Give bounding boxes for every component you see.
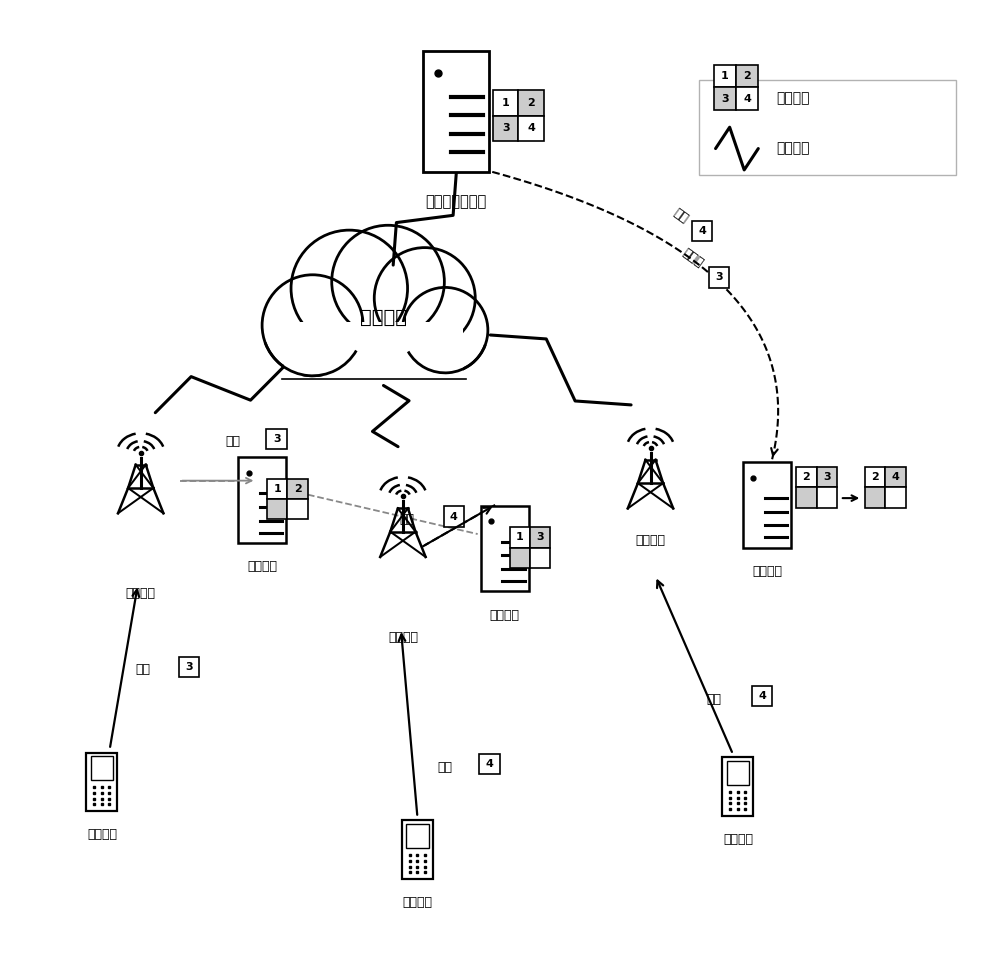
Bar [530,527,550,548]
Bar [402,820,433,879]
Text: 3: 3 [536,532,544,543]
Text: 并替换: 并替换 [680,246,705,270]
Text: 1: 1 [502,98,510,108]
Bar [284,322,463,376]
Text: 3: 3 [721,93,729,104]
Text: 2: 2 [527,98,535,108]
Bar [481,506,529,591]
Bar [796,467,817,487]
Text: 远端内容服务器: 远端内容服务器 [426,194,487,209]
Text: 边缘基站: 边缘基站 [126,587,156,600]
Bar [423,50,489,173]
Text: 边缘基站: 边缘基站 [636,534,666,547]
Bar [493,116,518,141]
Circle shape [332,225,444,338]
Bar [287,479,308,499]
Text: 请求: 请求 [135,663,150,677]
Text: 1: 1 [721,71,729,82]
Text: 3: 3 [273,434,280,444]
Bar [865,487,885,508]
Bar [709,267,729,287]
Text: 4: 4 [758,691,766,701]
Bar [752,686,772,707]
Text: 4: 4 [698,226,706,236]
Bar [736,87,758,110]
Text: 4: 4 [743,93,751,104]
Circle shape [291,230,408,347]
Text: 3: 3 [502,123,510,133]
Text: 1: 1 [273,484,281,494]
Bar [699,80,956,175]
Bar [518,116,544,141]
Text: 通信链路: 通信链路 [777,142,810,155]
Bar [692,220,712,241]
Bar [714,65,736,87]
Bar [493,90,518,116]
Text: 请求: 请求 [706,692,721,706]
Bar [518,90,544,116]
Bar [179,657,199,678]
Text: 边缘缓存: 边缘缓存 [247,560,277,573]
Text: 下载: 下载 [671,207,691,226]
Bar [817,467,837,487]
Text: 请求: 请求 [437,760,452,774]
Text: 内容文件: 内容文件 [777,91,810,105]
Text: 下载: 下载 [400,513,415,526]
Bar [86,753,117,811]
Text: 4: 4 [527,123,535,133]
Bar [91,756,113,781]
Bar [885,487,906,508]
Bar [444,507,464,526]
Bar [287,499,308,519]
Text: 用户设备: 用户设备 [87,828,117,841]
Text: 边缘缓存: 边缘缓存 [490,609,520,621]
Text: 2: 2 [802,472,810,483]
Text: 边缘缓存: 边缘缓存 [752,565,782,578]
Text: 边缘基站: 边缘基站 [388,631,418,644]
Bar [267,499,287,519]
Bar [266,428,287,449]
Text: 2: 2 [743,71,751,82]
Bar [479,753,500,775]
Circle shape [374,248,475,349]
Bar [736,65,758,87]
Text: 4: 4 [450,512,458,521]
Bar [722,757,753,816]
Text: 4: 4 [485,759,493,769]
Bar [282,320,466,379]
Text: 4: 4 [892,472,900,483]
Text: 用户设备: 用户设备 [723,833,753,846]
Bar [885,467,906,487]
Text: 用户设备: 用户设备 [402,896,432,909]
Bar [510,527,530,548]
Bar [817,487,837,508]
Bar [714,87,736,110]
Text: 2: 2 [871,472,879,483]
Bar [530,548,550,568]
Text: 3: 3 [715,273,723,283]
Text: 核心网络: 核心网络 [360,308,407,327]
Bar [727,761,749,786]
Text: 3: 3 [823,472,831,483]
Bar [865,467,885,487]
Bar [796,487,817,508]
Text: 3: 3 [185,662,193,672]
Circle shape [262,275,363,376]
Text: 中继: 中继 [225,435,240,449]
Bar [238,457,286,543]
Bar [267,479,287,499]
Bar [743,462,791,548]
Bar [510,548,530,568]
Bar [406,824,429,849]
Text: 2: 2 [294,484,301,494]
Text: 1: 1 [516,532,524,543]
Circle shape [402,287,488,373]
